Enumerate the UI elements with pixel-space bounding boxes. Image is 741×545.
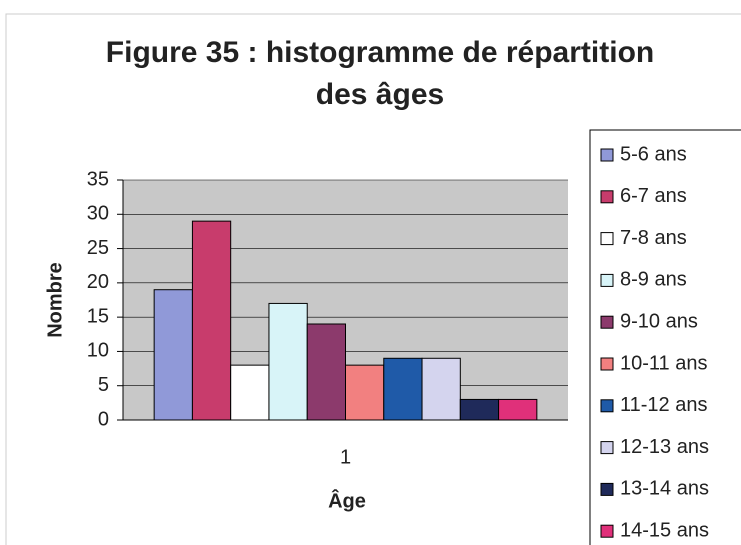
legend-swatch [600, 190, 614, 204]
legend-swatch [600, 148, 614, 162]
legend-swatch [600, 524, 614, 538]
legend-label: 13-14 ans [620, 478, 709, 500]
legend-box [589, 129, 741, 545]
legend-swatch [600, 232, 614, 246]
chart-title: Figure 35 : histogramme de répartition d… [105, 36, 655, 111]
y-tick-label: 30 [87, 203, 109, 225]
legend-swatch [600, 357, 614, 371]
legend-label: 12-13 ans [620, 436, 709, 458]
legend-swatch [600, 273, 614, 287]
bar [230, 364, 270, 421]
bar [153, 289, 193, 421]
bar [306, 323, 347, 421]
y-tick-label: 20 [87, 271, 109, 293]
y-tick-label: 25 [87, 237, 109, 259]
legend-swatch [600, 399, 614, 413]
bar [421, 357, 461, 421]
legend-label: 11-12 ans [620, 394, 707, 416]
y-axis-label: Nombre [44, 262, 66, 338]
y-tick-label: 15 [87, 305, 109, 327]
y-tick-label: 10 [87, 340, 109, 362]
bar [498, 398, 538, 421]
legend-label: 5-6 ans [620, 143, 687, 165]
legend-swatch [600, 441, 614, 455]
bar [268, 302, 308, 421]
y-tick-label: 35 [87, 168, 109, 190]
bar [383, 357, 423, 421]
legend-label: 10-11 ans [620, 352, 707, 374]
legend-swatch [600, 482, 614, 496]
legend-label: 9-10 ans [620, 310, 698, 332]
legend-label: 7-8 ans [620, 227, 687, 249]
x-axis-label: Âge [328, 488, 366, 512]
x-tick-label: 1 [340, 446, 351, 468]
y-tick-label: 5 [98, 374, 109, 396]
y-tick-label: 0 [98, 408, 109, 430]
legend-label: 8-9 ans [620, 269, 687, 291]
legend-label: 14-15 ans [620, 519, 709, 541]
chart-frame [5, 13, 741, 545]
bar [345, 364, 385, 421]
bar [191, 220, 232, 421]
legend-label: 6-7 ans [620, 185, 687, 207]
legend-swatch [600, 315, 614, 329]
bar [459, 398, 500, 421]
